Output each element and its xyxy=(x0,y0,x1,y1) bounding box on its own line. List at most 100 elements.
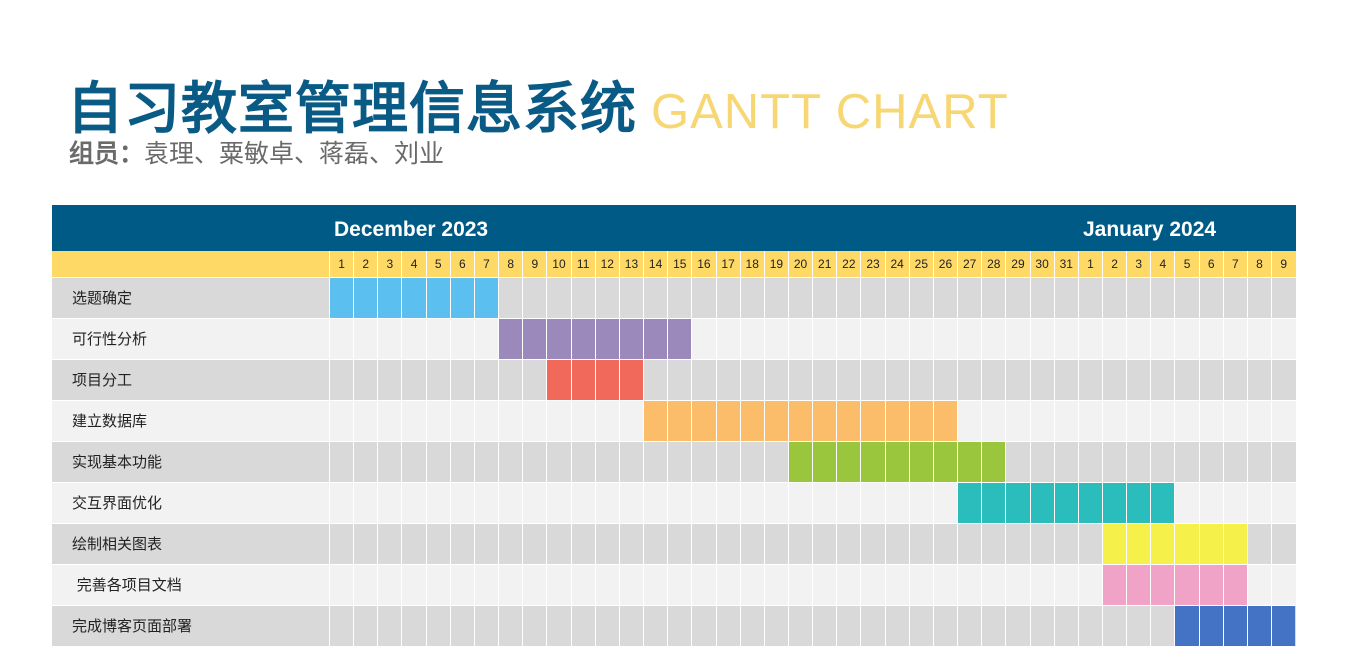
grid-cell xyxy=(908,565,933,605)
grid-cell xyxy=(329,606,353,646)
grid-cell xyxy=(715,442,740,482)
task-bar-segment xyxy=(473,278,499,318)
grid-cell xyxy=(522,483,546,523)
grid-cell xyxy=(1029,401,1054,441)
grid-cell xyxy=(1271,360,1295,400)
grid-cell xyxy=(449,442,474,482)
task-bar-segment xyxy=(932,401,958,441)
task-name: 项目分工 xyxy=(72,371,133,389)
grid-cell xyxy=(618,565,643,605)
grid-cell xyxy=(643,442,667,482)
day-tick-label: 2 xyxy=(353,251,377,277)
grid-cell xyxy=(425,442,450,482)
grid-cell xyxy=(1246,524,1271,564)
grid-cell xyxy=(498,401,522,441)
grid-cell xyxy=(1005,442,1029,482)
task-bar-segment xyxy=(860,401,885,441)
grid-cell xyxy=(1150,360,1174,400)
grid-cell xyxy=(449,565,474,605)
task-bar-segment xyxy=(1126,524,1151,564)
grid-cell xyxy=(498,360,522,400)
task-row: 完成博客页面部署 xyxy=(52,605,1296,646)
grid-cell xyxy=(1077,442,1102,482)
grid-cell xyxy=(836,360,860,400)
grid-cell xyxy=(594,524,619,564)
task-name: 选题确定 xyxy=(72,289,133,307)
grid-cell xyxy=(836,319,860,359)
task-row: 完善各项目文档 xyxy=(52,564,1296,605)
task-bar-segment xyxy=(908,401,933,441)
grid-cell xyxy=(763,483,788,523)
task-bar-segment xyxy=(353,278,378,318)
task-bar-segment xyxy=(1150,483,1175,523)
day-tick-label: 8 xyxy=(498,251,522,277)
grid-cell xyxy=(546,524,570,564)
grid-cell xyxy=(691,524,715,564)
task-bar-segment xyxy=(1174,524,1199,564)
grid-cell xyxy=(1271,565,1295,605)
grid-cell xyxy=(401,442,425,482)
task-bar-segment xyxy=(715,401,740,441)
day-tick-label: 2 xyxy=(1102,251,1126,277)
grid-cell xyxy=(691,360,715,400)
task-bar-segment xyxy=(1222,524,1247,564)
task-bar-segment xyxy=(787,442,813,482)
day-tick-label: 25 xyxy=(908,251,933,277)
day-tick-label: 31 xyxy=(1053,251,1078,277)
grid-cell xyxy=(1053,442,1078,482)
grid-cell xyxy=(787,360,812,400)
grid-cell xyxy=(546,442,570,482)
grid-cell xyxy=(522,565,546,605)
grid-cell xyxy=(1029,319,1054,359)
grid-cell xyxy=(715,483,740,523)
grid-cell xyxy=(787,524,812,564)
grid-cell xyxy=(932,565,957,605)
task-bar-segment xyxy=(981,442,1006,482)
grid-cell xyxy=(932,524,957,564)
grid-cell xyxy=(932,319,957,359)
grid-cell xyxy=(981,524,1005,564)
grid-cell xyxy=(1246,565,1271,605)
grid-cell xyxy=(546,606,570,646)
day-tick-label: 22 xyxy=(836,251,860,277)
day-tick-label: 16 xyxy=(691,251,715,277)
grid-cell xyxy=(812,606,836,646)
grid-cell xyxy=(449,524,474,564)
grid-cell xyxy=(739,319,764,359)
task-name: 绘制相关图表 xyxy=(72,535,163,553)
grid-cell xyxy=(860,278,884,318)
grid-cell xyxy=(763,360,788,400)
grid-cell xyxy=(1271,401,1295,441)
day-tick-label: 5 xyxy=(425,251,450,277)
task-bar-segment xyxy=(1126,483,1151,523)
grid-cell xyxy=(473,606,498,646)
grid-cell xyxy=(1246,319,1271,359)
grid-cell xyxy=(425,565,450,605)
grid-cell xyxy=(1246,401,1271,441)
task-name: 建立数据库 xyxy=(72,412,148,430)
task-bar-segment xyxy=(1077,483,1102,523)
grid-cell xyxy=(667,524,691,564)
grid-cell xyxy=(1053,278,1078,318)
grid-cell xyxy=(425,606,450,646)
day-tick-label: 7 xyxy=(473,251,498,277)
task-bar-segment xyxy=(594,360,619,400)
task-bar-segment xyxy=(836,442,861,482)
task-bar-segment xyxy=(884,442,909,482)
grid-cell xyxy=(715,524,740,564)
grid-cell xyxy=(594,442,619,482)
day-tick-label: 15 xyxy=(667,251,691,277)
grid-cell xyxy=(401,360,425,400)
grid-cell xyxy=(1053,606,1078,646)
grid-cell xyxy=(1271,442,1295,482)
day-tick-label: 9 xyxy=(522,251,546,277)
grid-cell xyxy=(932,606,957,646)
task-bar-segment xyxy=(860,442,885,482)
grid-cell xyxy=(1198,319,1223,359)
grid-cell xyxy=(836,483,860,523)
grid-cell xyxy=(449,401,474,441)
grid-cell xyxy=(957,401,981,441)
grid-cell xyxy=(715,278,740,318)
day-tick-label: 12 xyxy=(594,251,619,277)
grid-cell xyxy=(1102,606,1126,646)
